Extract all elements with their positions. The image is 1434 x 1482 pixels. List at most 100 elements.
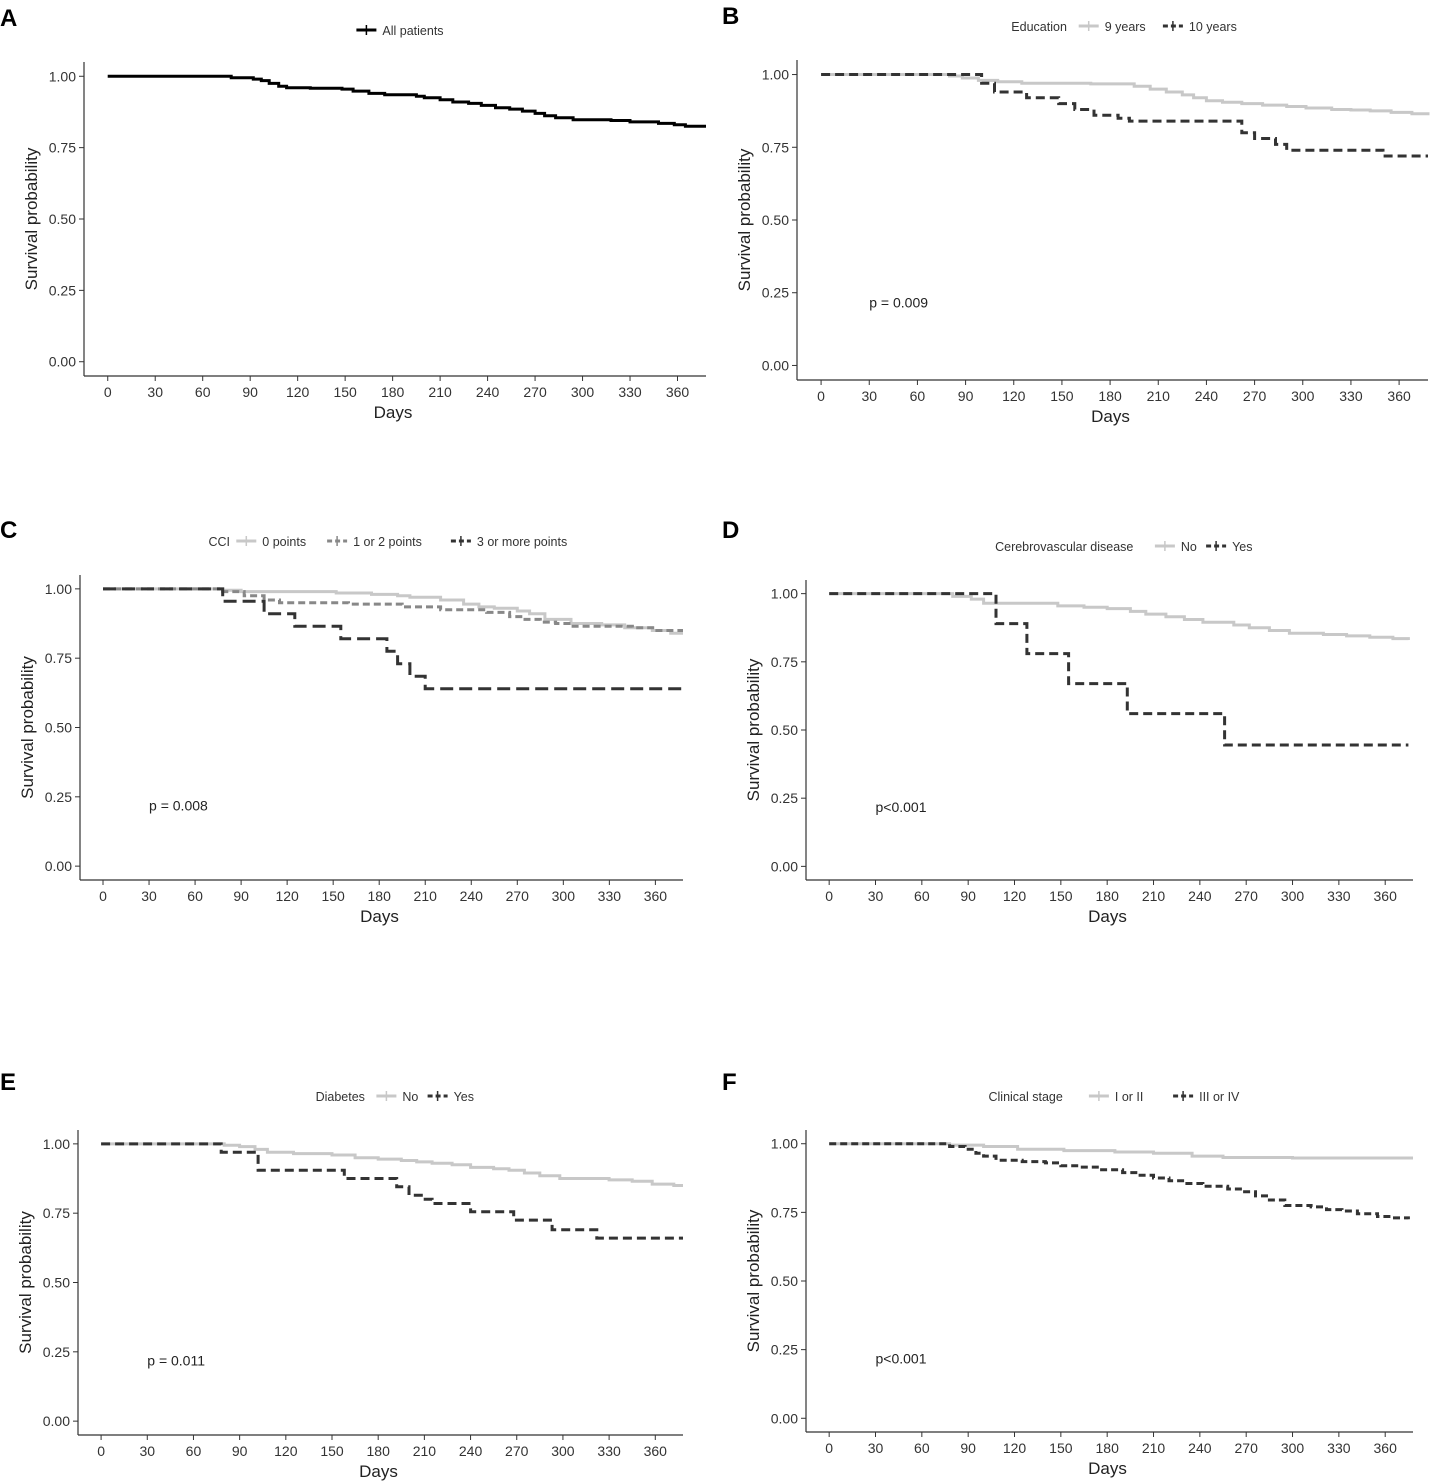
- x-tick-label-f: 270: [1235, 1440, 1259, 1456]
- y-tick-label-c: 0.50: [45, 720, 72, 736]
- x-tick-label-f: 0: [825, 1440, 833, 1456]
- x-tick-label-f: 180: [1096, 1440, 1120, 1456]
- y-tick-label-c: 0.75: [45, 650, 72, 666]
- x-axis-title-b: Days: [1091, 407, 1130, 426]
- x-tick-label-f: 360: [1374, 1440, 1398, 1456]
- x-tick-label-e: 0: [97, 1443, 105, 1459]
- y-tick-label-a: 0.00: [49, 354, 76, 370]
- x-tick-label-c: 360: [644, 888, 668, 904]
- x-tick-label-f: 210: [1142, 1440, 1166, 1456]
- x-tick-label-e: 210: [413, 1443, 437, 1459]
- legend-label-f-2: III or IV: [1199, 1090, 1240, 1104]
- survival-curve-d-1: [829, 592, 1410, 641]
- x-axis-title-a: Days: [374, 403, 413, 422]
- x-tick-label-f: 240: [1188, 1440, 1212, 1456]
- x-tick-label-f: 150: [1049, 1440, 1073, 1456]
- legend-b: Education 9 years 10 years: [1011, 20, 1237, 34]
- x-tick-label-a: 210: [428, 384, 452, 400]
- x-tick-label-f: 330: [1327, 1440, 1351, 1456]
- y-tick-label-f: 0.50: [771, 1273, 798, 1289]
- x-tick-label-b: 210: [1147, 388, 1171, 404]
- x-axis-title-c: Days: [360, 907, 399, 926]
- survival-curve-f-2: [829, 1142, 1410, 1220]
- y-tick-label-e: 0.00: [43, 1413, 70, 1429]
- legend-d: Cerebrovascular disease No Yes: [995, 540, 1252, 554]
- panel-f: F 0.00 0.25 0.50 0.75 1.00 0 30 60 90 120 150 180 210…: [722, 1069, 1413, 1478]
- x-tick-label-b: 90: [958, 388, 974, 404]
- y-tick-label-b: 1.00: [762, 67, 789, 83]
- legend-title-f: Clinical stage: [989, 1090, 1063, 1104]
- y-tick-label-c: 0.00: [45, 858, 72, 874]
- x-tick-label-f: 120: [1003, 1440, 1027, 1456]
- x-tick-label-d: 300: [1281, 888, 1305, 904]
- panel-letter-d: D: [722, 517, 739, 544]
- y-tick-label-f: 1.00: [771, 1136, 798, 1152]
- x-tick-label-b: 330: [1339, 388, 1363, 404]
- panel-e: E 0.00 0.25 0.50 0.75 1.00 0 30 60 90 120 150 180 210…: [0, 1069, 683, 1481]
- survival-curve-c-3: [103, 587, 683, 691]
- x-tick-label-a: 30: [147, 384, 163, 400]
- survival-curve-b-1: [821, 73, 1430, 116]
- y-tick-label-f: 0.00: [771, 1410, 798, 1426]
- x-tick-label-f: 30: [868, 1440, 884, 1456]
- legend-label-d-2: Yes: [1232, 540, 1252, 554]
- x-tick-label-a: 330: [618, 384, 642, 400]
- x-tick-label-d: 240: [1188, 888, 1212, 904]
- y-axis-title-f: Survival probability: [744, 1209, 763, 1352]
- x-tick-label-c: 60: [187, 888, 203, 904]
- x-tick-label-a: 150: [333, 384, 357, 400]
- x-tick-label-f: 90: [960, 1440, 976, 1456]
- x-tick-label-c: 210: [414, 888, 438, 904]
- x-tick-label-d: 270: [1235, 888, 1259, 904]
- x-tick-label-b: 120: [1002, 388, 1026, 404]
- p-value-f: p<0.001: [876, 1350, 927, 1366]
- x-tick-label-e: 330: [597, 1443, 621, 1459]
- panel-letter-b: B: [722, 3, 739, 30]
- x-tick-label-a: 240: [476, 384, 500, 400]
- y-tick-label-a: 0.25: [49, 282, 76, 298]
- x-tick-label-e: 150: [320, 1443, 344, 1459]
- y-tick-label-d: 0.75: [771, 654, 798, 670]
- y-tick-label-d: 0.00: [771, 858, 798, 874]
- y-tick-label-a: 0.50: [49, 211, 76, 227]
- x-tick-label-b: 270: [1243, 388, 1267, 404]
- panel-d: D 0.00 0.25 0.50 0.75 1.00 0 30 60 90 120 150 180 210…: [722, 517, 1413, 926]
- x-tick-label-b: 60: [910, 388, 926, 404]
- x-tick-label-c: 150: [321, 888, 345, 904]
- x-tick-label-b: 0: [817, 388, 825, 404]
- p-value-d: p<0.001: [876, 799, 927, 815]
- y-tick-label-b: 0.00: [762, 357, 789, 373]
- x-tick-label-d: 330: [1327, 888, 1351, 904]
- legend-title-e: Diabetes: [316, 1090, 365, 1104]
- x-tick-label-f: 60: [914, 1440, 930, 1456]
- y-axis-title-b: Survival probability: [735, 148, 754, 291]
- panel-letter-f: F: [722, 1069, 737, 1096]
- x-tick-label-f: 300: [1281, 1440, 1305, 1456]
- y-axis-title-c: Survival probability: [18, 656, 37, 799]
- legend-label-e-2: Yes: [454, 1090, 474, 1104]
- p-value-e: p = 0.011: [147, 1353, 205, 1369]
- x-tick-label-d: 180: [1096, 888, 1120, 904]
- y-tick-label-f: 0.75: [771, 1204, 798, 1220]
- x-tick-label-d: 150: [1049, 888, 1073, 904]
- x-tick-label-a: 60: [195, 384, 211, 400]
- x-tick-label-b: 180: [1098, 388, 1122, 404]
- x-tick-label-c: 330: [598, 888, 622, 904]
- y-tick-label-c: 1.00: [45, 581, 72, 597]
- x-tick-label-a: 90: [242, 384, 258, 400]
- x-tick-label-c: 90: [233, 888, 249, 904]
- x-tick-label-c: 240: [460, 888, 484, 904]
- x-tick-label-c: 0: [99, 888, 107, 904]
- y-axis-title-d: Survival probability: [744, 658, 763, 801]
- x-tick-label-c: 120: [275, 888, 299, 904]
- x-tick-label-b: 240: [1195, 388, 1219, 404]
- x-tick-label-a: 180: [381, 384, 405, 400]
- legend-label-c-3: 3 or more points: [477, 535, 567, 549]
- legend-label-c-2: 1 or 2 points: [353, 535, 422, 549]
- x-tick-label-a: 360: [666, 384, 690, 400]
- legend-a: All patients: [356, 24, 444, 38]
- y-tick-label-e: 0.75: [43, 1205, 70, 1221]
- x-tick-label-e: 360: [644, 1443, 668, 1459]
- x-tick-label-d: 120: [1003, 888, 1027, 904]
